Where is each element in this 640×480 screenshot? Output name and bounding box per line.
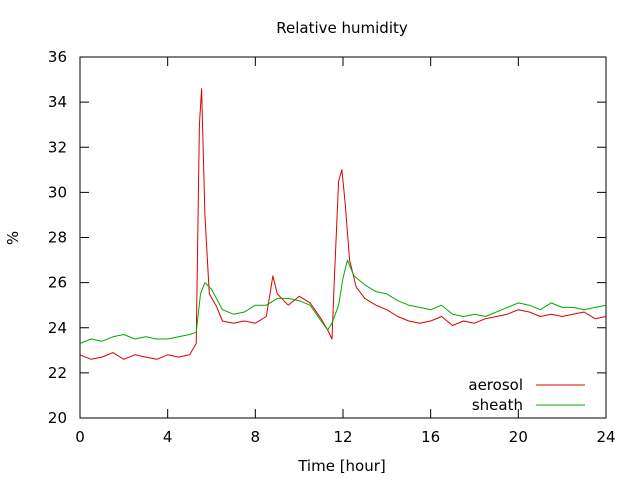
x-tick-label: 4 — [163, 428, 173, 446]
y-tick-label: 26 — [48, 274, 67, 292]
legend-label-aerosol: aerosol — [468, 376, 523, 394]
series-line-aerosol — [79, 88, 607, 360]
series-line-sheath — [79, 259, 607, 344]
x-tick-label: 20 — [509, 428, 528, 446]
x-tick-label: 16 — [421, 428, 440, 446]
legend: aerosol sheath — [468, 376, 585, 414]
y-tick-label: 24 — [48, 319, 67, 337]
y-tick-label: 36 — [48, 48, 67, 66]
y-tick-label: 22 — [48, 364, 67, 382]
y-axis-label: % — [4, 231, 22, 245]
x-tick-label: 12 — [333, 428, 352, 446]
x-tick-label: 0 — [75, 428, 85, 446]
x-tick-label: 8 — [251, 428, 261, 446]
y-tick-label: 32 — [48, 138, 67, 156]
y-tick-label: 34 — [48, 93, 67, 111]
y-tick-label: 30 — [48, 183, 67, 201]
y-tick-label: 20 — [48, 409, 67, 427]
series-lines — [79, 88, 607, 360]
chart-title: Relative humidity — [276, 19, 408, 37]
plot-border — [79, 56, 607, 419]
axis-tick-labels: 0 4 8 12 16 20 24 20 22 24 26 28 30 32 34 36 — [48, 48, 616, 446]
axis-ticks — [79, 56, 607, 419]
x-axis-label: Time [hour] — [297, 457, 386, 475]
plot-frame — [79, 56, 607, 419]
legend-label-sheath: sheath — [472, 396, 523, 414]
y-tick-label: 28 — [48, 229, 67, 247]
x-tick-label: 24 — [596, 428, 615, 446]
